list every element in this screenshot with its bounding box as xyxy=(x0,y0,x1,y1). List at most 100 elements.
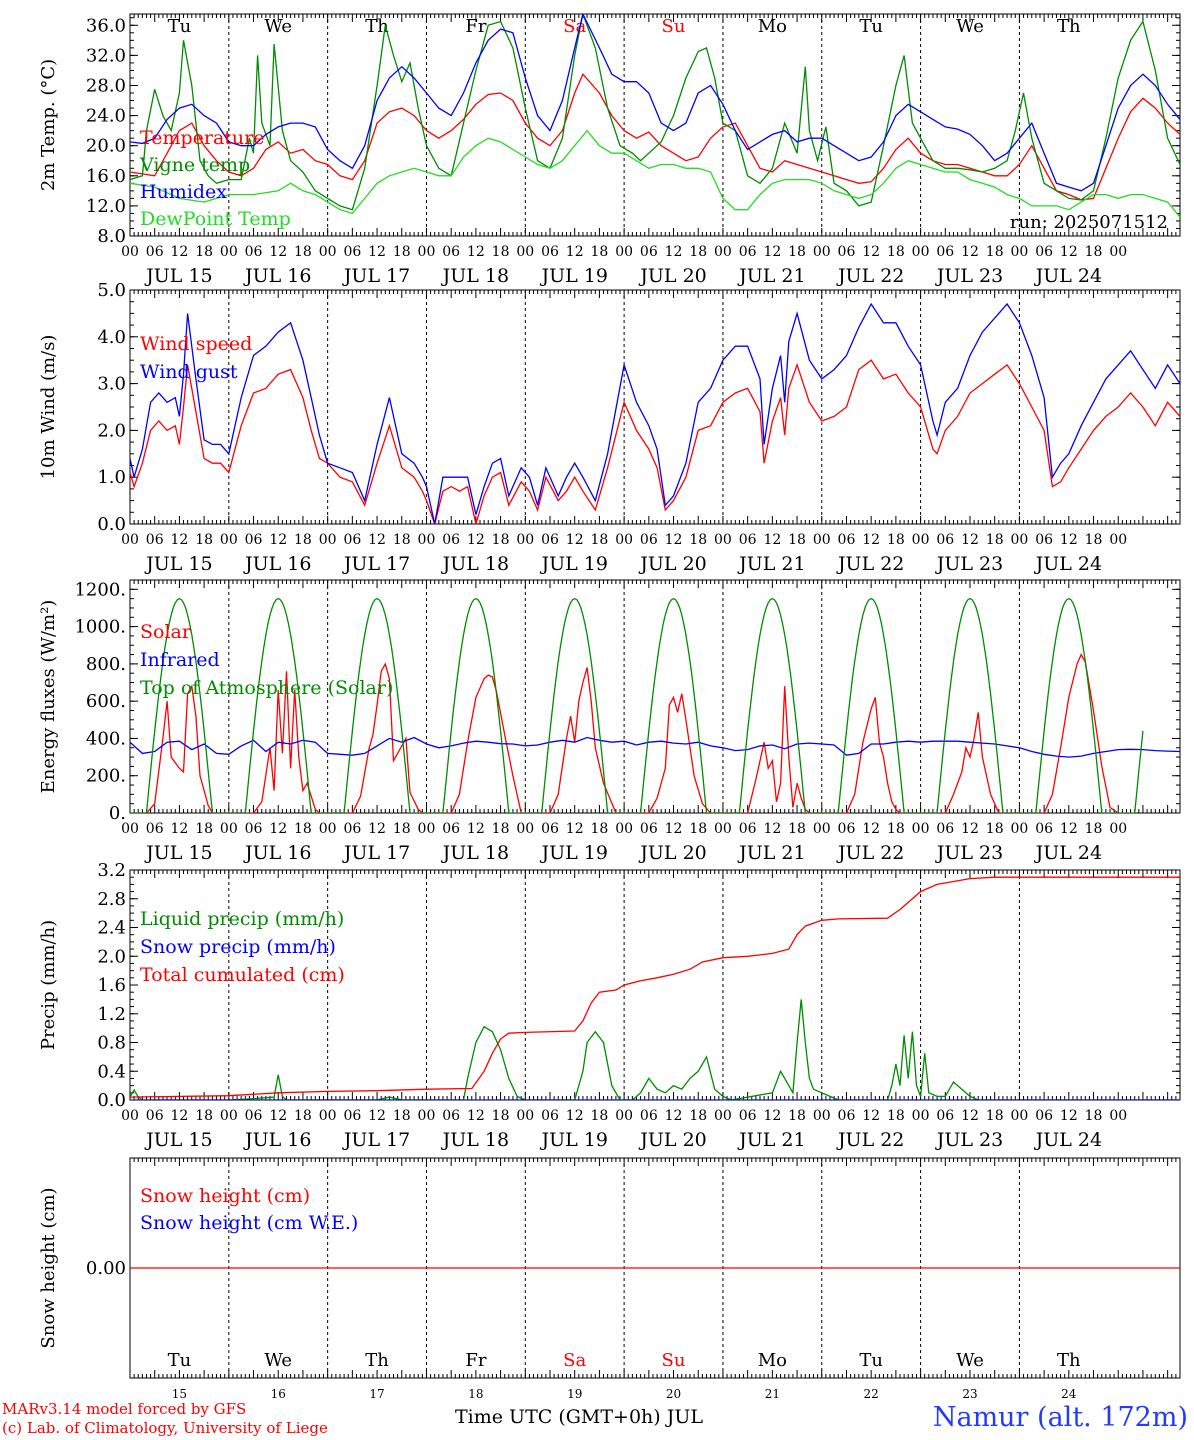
weekday-label: We xyxy=(264,16,292,37)
hour-tick-label: 12 xyxy=(763,244,781,260)
hour-tick-label: 06 xyxy=(146,532,164,548)
hour-tick-label: 06 xyxy=(146,821,164,837)
hour-tick-label: 12 xyxy=(467,821,485,837)
run-label: run: 2025071512 xyxy=(1010,212,1168,233)
hour-tick-label: 18 xyxy=(986,1108,1004,1124)
hour-tick-label: 18 xyxy=(788,244,806,260)
weekday-label: Fr xyxy=(465,16,486,37)
hour-tick-label: 18 xyxy=(1085,1108,1103,1124)
hour-tick-label: 12 xyxy=(368,244,386,260)
hour-tick-label: 00 xyxy=(912,532,930,548)
hour-tick-label: 18 xyxy=(986,532,1004,548)
hour-tick-label: 18 xyxy=(986,821,1004,837)
series-total-cumulated-cm xyxy=(130,876,1180,1098)
day-number-label: 21 xyxy=(765,1387,780,1401)
date-label: JUL 18 xyxy=(441,1129,509,1151)
hour-tick-label: 12 xyxy=(862,244,880,260)
hour-tick-label: 00 xyxy=(1010,821,1028,837)
weekday-label: Sa xyxy=(563,1350,586,1371)
date-label: JUL 24 xyxy=(1034,842,1102,864)
hour-tick-label: 06 xyxy=(739,821,757,837)
panel-frame-3 xyxy=(129,579,1181,814)
hour-tick-label: 00 xyxy=(813,821,831,837)
hour-tick-label: 12 xyxy=(368,532,386,548)
day-number-label: 17 xyxy=(369,1387,384,1401)
hour-tick-label: 00 xyxy=(1109,821,1127,837)
date-label: JUL 22 xyxy=(836,1129,904,1151)
legend-dewpoint-temp: DewPoint Temp xyxy=(140,208,291,230)
hour-tick-label: 06 xyxy=(442,821,460,837)
date-label: JUL 20 xyxy=(638,1129,706,1151)
hour-tick-label: 12 xyxy=(961,821,979,837)
hour-tick-label: 12 xyxy=(566,821,584,837)
hour-tick-label: 12 xyxy=(170,821,188,837)
hour-tick-label: 00 xyxy=(912,244,930,260)
legend-snow-height-cm: Snow height (cm) xyxy=(140,1185,310,1207)
hour-tick-label: 06 xyxy=(640,532,658,548)
hour-tick-label: 06 xyxy=(442,532,460,548)
hour-tick-label: 18 xyxy=(887,532,905,548)
hour-tick-label: 12 xyxy=(665,821,683,837)
hour-tick-label: 06 xyxy=(838,1108,856,1124)
hour-tick-label: 18 xyxy=(195,532,213,548)
hour-tick-label: 06 xyxy=(739,244,757,260)
lab-credit: (c) Lab. of Climatology, University of L… xyxy=(2,1419,328,1437)
hour-tick-label: 00 xyxy=(516,1108,534,1124)
date-label: JUL 20 xyxy=(638,265,706,287)
legend-top-of-atmosphere-solar: Top of Atmosphere (Solar) xyxy=(140,677,393,699)
hour-tick-label: 18 xyxy=(393,1108,411,1124)
hour-tick-label: 00 xyxy=(418,821,436,837)
hour-tick-label: 06 xyxy=(442,244,460,260)
date-label: JUL 20 xyxy=(638,553,706,575)
hour-tick-label: 06 xyxy=(838,821,856,837)
hour-tick-label: 18 xyxy=(195,1108,213,1124)
y-tick-label: 600. xyxy=(86,691,126,712)
hour-tick-label: 12 xyxy=(170,244,188,260)
hour-tick-label: 18 xyxy=(689,532,707,548)
date-label: JUL 21 xyxy=(737,1129,805,1151)
hour-tick-label: 12 xyxy=(763,821,781,837)
hour-tick-label: 12 xyxy=(961,532,979,548)
date-label: JUL 24 xyxy=(1034,553,1102,575)
hour-tick-label: 18 xyxy=(492,244,510,260)
hour-tick-label: 00 xyxy=(418,244,436,260)
y-tick-label: 5.0 xyxy=(97,280,126,301)
legend-humidex: Humidex xyxy=(140,181,227,203)
weekday-label: Mo xyxy=(758,1350,787,1371)
y-tick-label: 4.0 xyxy=(97,327,126,348)
hour-tick-label: 00 xyxy=(813,532,831,548)
hour-tick-label: 18 xyxy=(590,1108,608,1124)
hour-tick-label: 12 xyxy=(566,244,584,260)
y-tick-label: 1.2 xyxy=(97,1004,126,1025)
hour-tick-label: 12 xyxy=(862,532,880,548)
hour-tick-label: 06 xyxy=(1035,244,1053,260)
legend-temperature: Temperature xyxy=(140,127,264,149)
series-liquid-precip-mm-h xyxy=(130,999,1180,1100)
date-label: JUL 17 xyxy=(342,553,410,575)
hour-tick-label: 18 xyxy=(1085,532,1103,548)
hour-tick-label: 06 xyxy=(245,1108,263,1124)
y-tick-label: 28.0 xyxy=(86,75,126,96)
y-tick-label: 0.00 xyxy=(86,1258,126,1279)
hour-tick-label: 00 xyxy=(418,532,436,548)
hour-tick-label: 06 xyxy=(245,821,263,837)
hour-tick-label: 00 xyxy=(714,821,732,837)
y-tick-label: 20.0 xyxy=(86,136,126,157)
y-tick-label: 400. xyxy=(86,728,126,749)
y-tick-label: 24.0 xyxy=(86,106,126,127)
series-group xyxy=(130,597,1180,813)
hour-tick-label: 12 xyxy=(566,1108,584,1124)
hour-tick-label: 18 xyxy=(393,821,411,837)
date-label: JUL 21 xyxy=(737,553,805,575)
date-label: JUL 15 xyxy=(144,1129,212,1151)
series-temperature xyxy=(130,73,1180,201)
hour-tick-label: 12 xyxy=(269,532,287,548)
weekday-label: Tu xyxy=(859,1350,883,1371)
y-tick-label: 12.0 xyxy=(86,196,126,217)
y-tick-label: 1200. xyxy=(74,579,126,600)
hour-tick-label: 18 xyxy=(788,532,806,548)
hour-tick-label: 12 xyxy=(566,532,584,548)
hour-tick-label: 06 xyxy=(541,1108,559,1124)
hour-tick-label: 00 xyxy=(615,821,633,837)
date-label: JUL 17 xyxy=(342,265,410,287)
